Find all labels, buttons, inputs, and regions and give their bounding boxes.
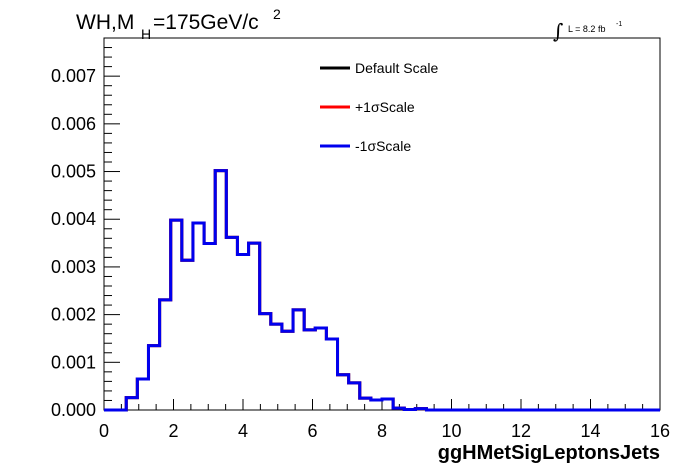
x-tick-label: 14 [580, 421, 600, 441]
y-tick-label: 0.007 [51, 66, 96, 86]
y-axis-ticks: 0.000 0.001 0.002 0.003 0.004 0.005 0.006 0.007 [51, 37, 120, 420]
y-tick-label: 0.003 [51, 257, 96, 277]
x-tick-label: 16 [650, 421, 670, 441]
y-tick-label: 0.002 [51, 305, 96, 325]
y-tick-label: 0.006 [51, 114, 96, 134]
x-axis-ticks: 0 2 4 6 8 10 12 14 16 [99, 399, 670, 441]
chart-title-sup: 2 [273, 6, 281, 22]
x-tick-label: 10 [441, 421, 461, 441]
y-tick-label: 0.001 [51, 352, 96, 372]
lumi-label: L = 8.2 fb [568, 24, 605, 34]
chart-title-sub: H [141, 26, 151, 42]
y-tick-label: 0.000 [51, 400, 96, 420]
x-tick-label: 8 [377, 421, 387, 441]
x-tick-label: 12 [511, 421, 531, 441]
histogram-series [104, 169, 660, 412]
legend-label: -1σScale [355, 138, 411, 154]
plot-frame [103, 37, 661, 411]
lumi-integral-sign: ∫ [553, 19, 563, 43]
x-tick-label: 2 [168, 421, 178, 441]
y-tick-label: 0.005 [51, 162, 96, 182]
chart-title-value: =175GeV/c [153, 11, 259, 34]
histogram-line-1 [104, 169, 660, 412]
histogram-line-2 [104, 169, 660, 412]
legend-label: +1σScale [355, 99, 415, 115]
lumi-sup: -1 [616, 21, 622, 28]
x-tick-label: 0 [99, 421, 109, 441]
histogram-line-3 [104, 169, 660, 412]
chart-title-main: WH,M [76, 11, 134, 34]
y-tick-label: 0.004 [51, 209, 96, 229]
x-tick-label: 4 [238, 421, 248, 441]
legend: Default Scale +1σScale -1σScale [320, 60, 438, 154]
legend-label: Default Scale [355, 60, 438, 76]
x-axis-title: ggHMetSigLeptonsJets [438, 442, 660, 464]
x-tick-label: 6 [307, 421, 317, 441]
